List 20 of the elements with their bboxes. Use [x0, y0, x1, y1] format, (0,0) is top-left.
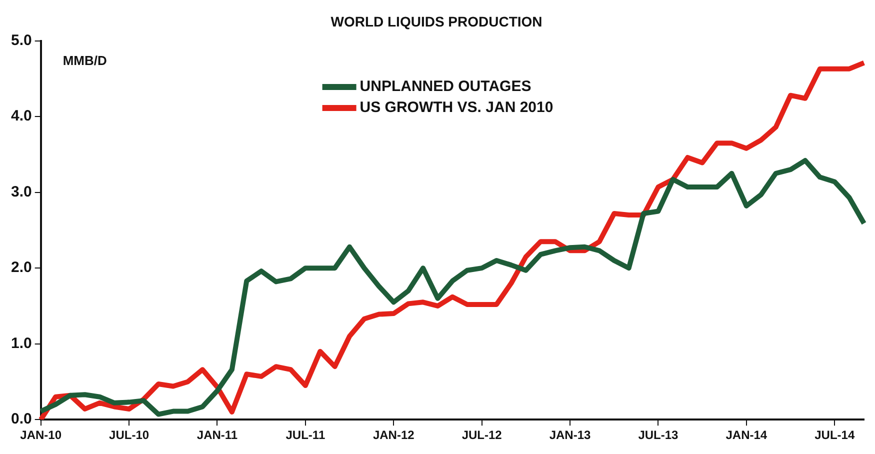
x-tick-label: JUL-10 — [109, 428, 150, 442]
y-tick-label: 0.0 — [10, 410, 32, 428]
x-tick-label: JUL-14 — [814, 428, 855, 442]
x-tick-label: JAN-12 — [372, 428, 415, 442]
legend-label: US GROWTH VS. JAN 2010 — [360, 99, 554, 116]
x-tick-label: JAN-14 — [726, 428, 768, 442]
y-tick-label: 1.0 — [10, 334, 32, 352]
x-tick-label: JAN-11 — [196, 428, 238, 442]
y-axis-title: MMB/D — [62, 52, 107, 68]
x-tick-label: JAN-10 — [20, 428, 62, 442]
y-tick-label: 4.0 — [10, 108, 32, 125]
y-tick-label: 2.0 — [10, 259, 32, 276]
x-tick-label: JUL-13 — [638, 428, 679, 442]
x-tick-label: JUL-11 — [286, 428, 326, 442]
legend-label: UNPLANNED OUTAGES — [360, 78, 532, 95]
y-tick-label: 5.0 — [10, 32, 32, 49]
x-tick-label: JUL-12 — [462, 428, 502, 442]
y-tick-label: 3.0 — [10, 183, 32, 200]
x-tick-label: JAN-13 — [549, 428, 592, 442]
chart-title: WORLD LIQUIDS PRODUCTION — [330, 13, 542, 30]
